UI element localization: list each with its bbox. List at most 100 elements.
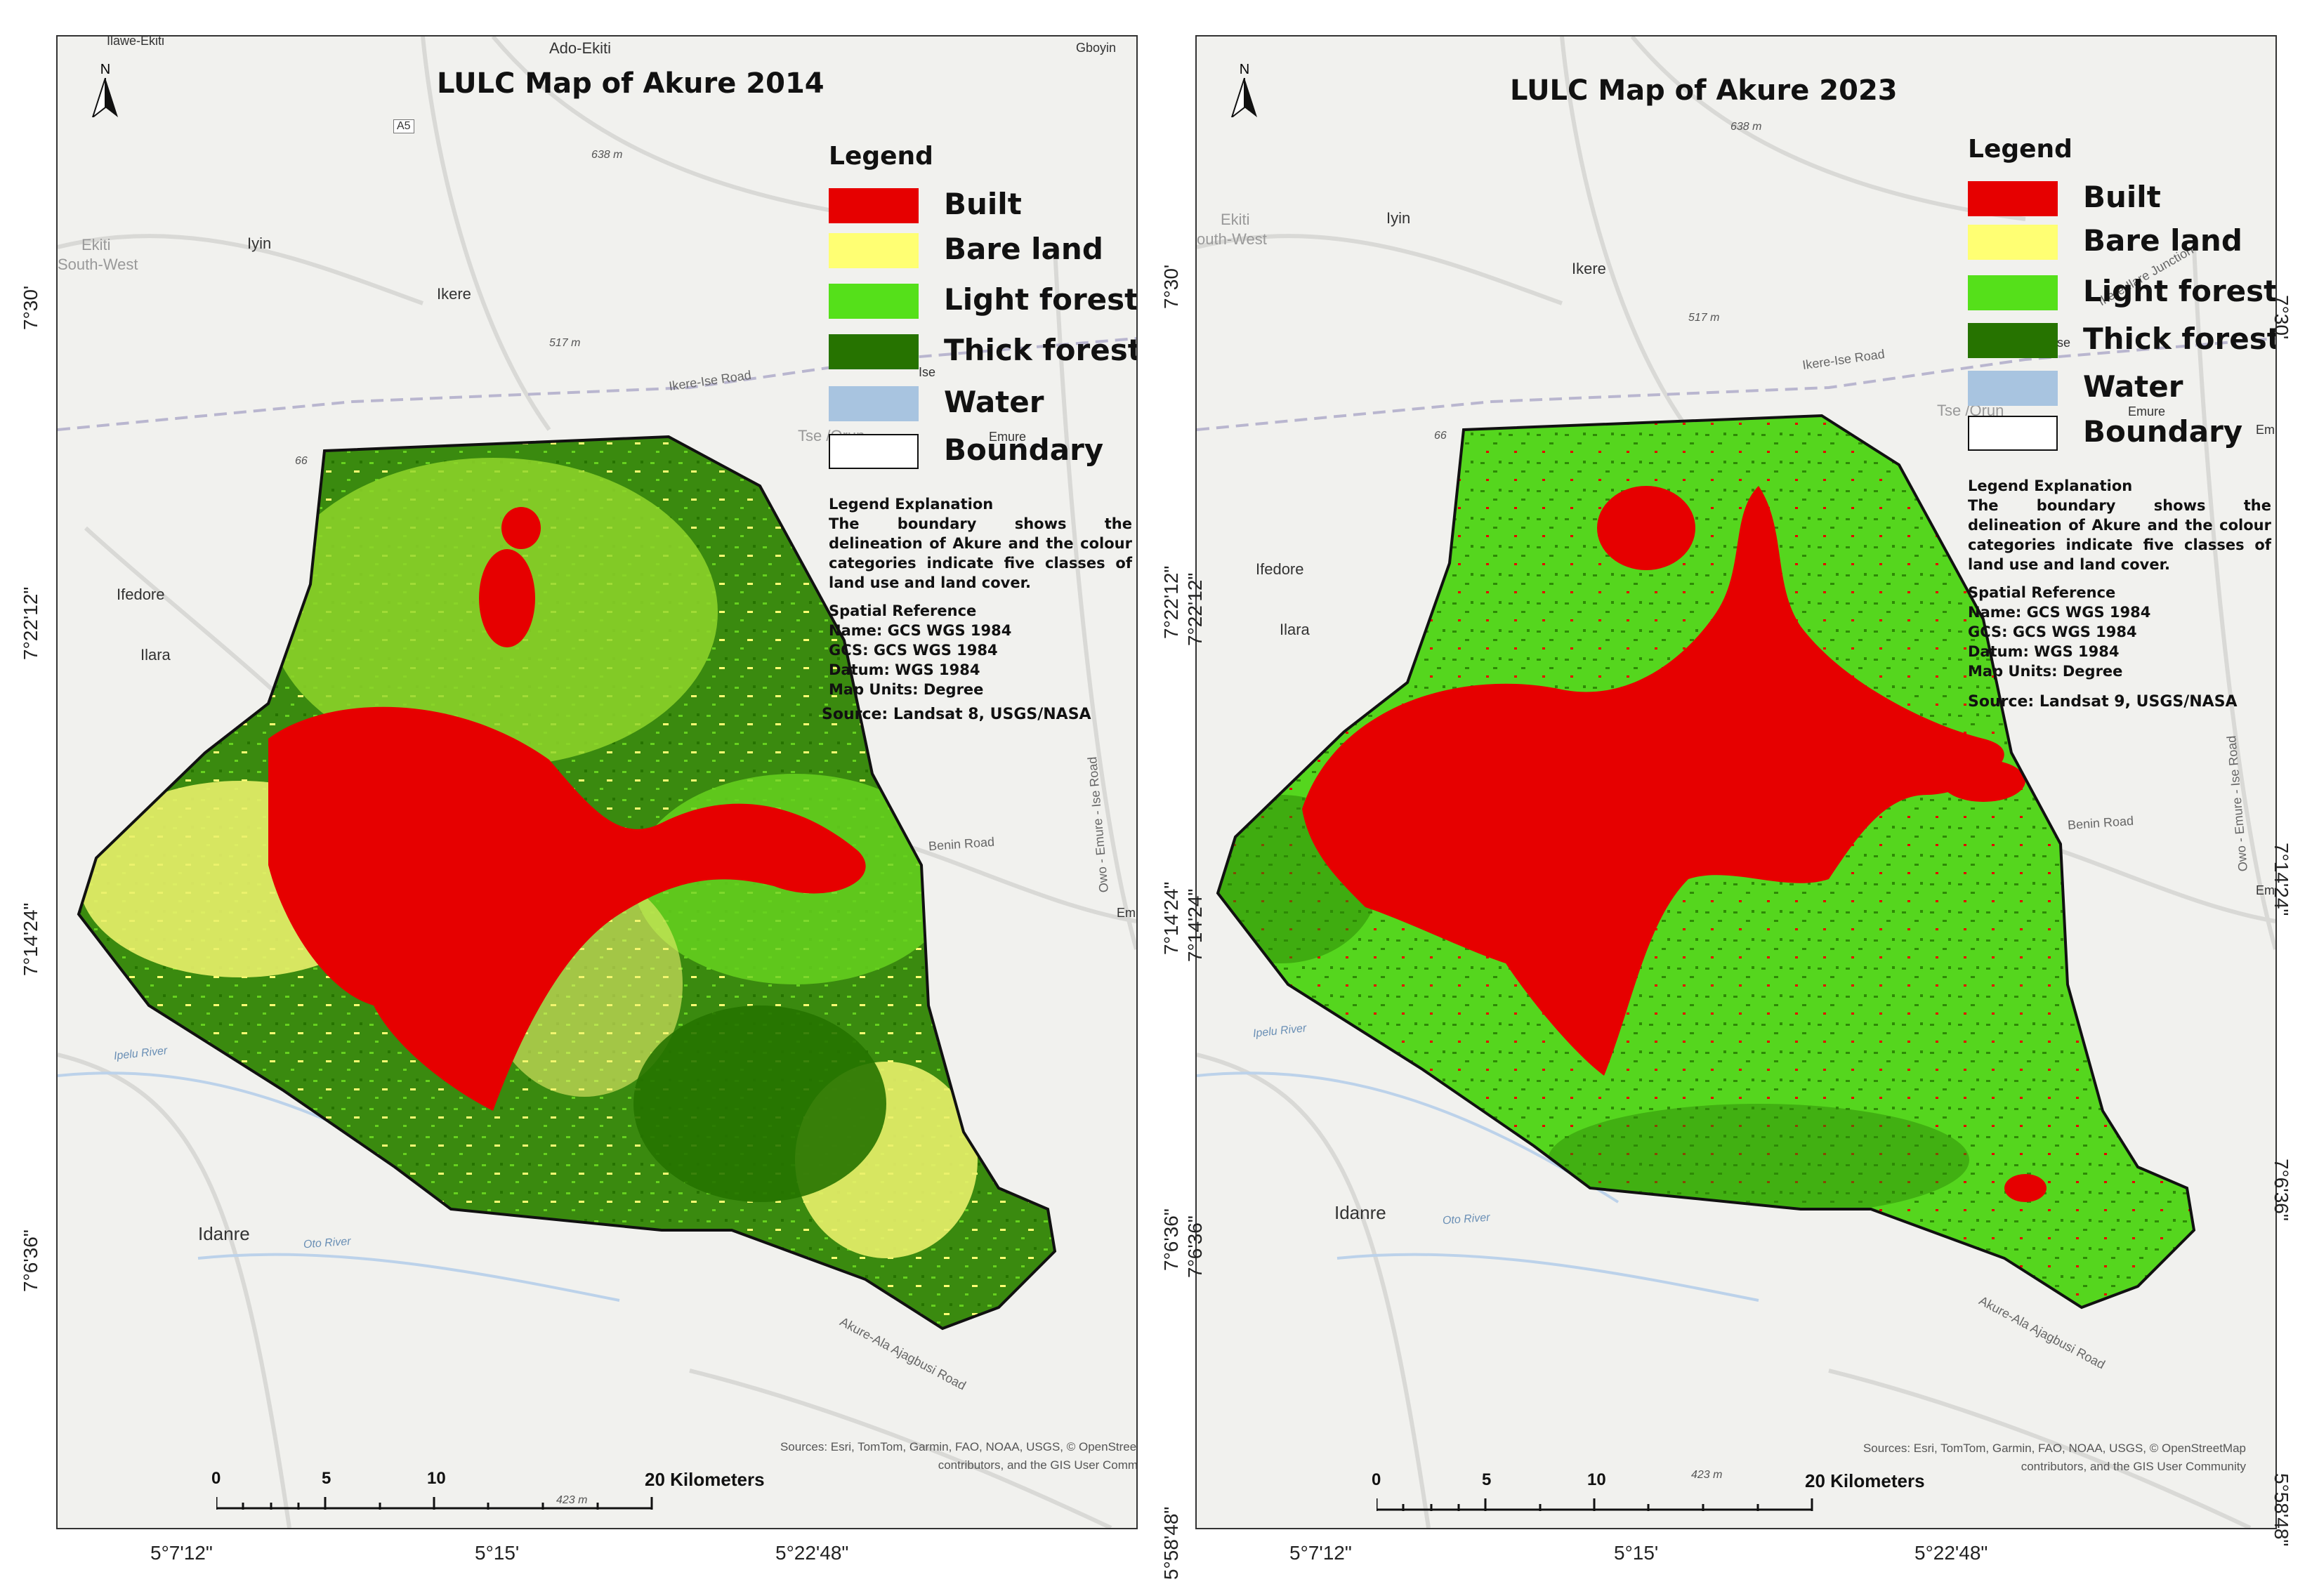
scale-tick: 10 (427, 1469, 446, 1488)
lat-label: 7°22'12" (1160, 565, 1182, 639)
legend-explanation: Legend Explanation The boundary shows th… (1968, 476, 2271, 712)
lat-label: 5°58'48" (1160, 1506, 1182, 1580)
data-source: Source: Landsat 9, USGS/NASA (1968, 693, 2238, 711)
scale-unit: 20 Kilometers (645, 1469, 765, 1490)
scale-bar: 0 5 10 20 Kilometers (1372, 1470, 2009, 1526)
legend-label: Light forest (2083, 274, 2277, 308)
place-ise: Ise (919, 365, 936, 379)
elev-517: 517 m (549, 337, 581, 349)
place-em: Em (2256, 883, 2275, 897)
legend-label: Bare land (2083, 223, 2242, 258)
place-emure: Emure (2128, 404, 2166, 418)
lon-label: 5°15' (475, 1542, 520, 1564)
legend-swatch (829, 233, 919, 268)
elev-638: 638 m (591, 149, 623, 161)
place-ilawe: Ilawe-Ekiti (107, 35, 165, 48)
lat-label: 7°22'12" (20, 586, 41, 660)
spatial-reference-datum: Datum: WGS 1984 (1968, 643, 2120, 660)
elev-638: 638 m (1730, 121, 1762, 133)
place-ifedore: Ifedore (1256, 560, 1304, 578)
lat-label: 7°22'12" (1184, 572, 1206, 646)
map-panel-2023: LULC Map of Akure 2023 N 638 m Ekiti out… (1195, 35, 2277, 1529)
lon-label: 5°22'48" (1914, 1542, 1988, 1564)
lat-label: 5°58'48" (2271, 1473, 2292, 1547)
spatial-reference-datum: Datum: WGS 1984 (829, 661, 980, 678)
legend-swatch (829, 284, 919, 319)
north-arrow-icon: N (91, 62, 119, 121)
place-ilara: Ilara (1280, 621, 1310, 638)
place-ilara: Ilara (140, 646, 171, 664)
spatial-reference-title: Spatial Reference (829, 602, 977, 619)
legend-swatch (1968, 225, 2058, 260)
legend-swatch (829, 434, 919, 469)
lon-label: 5°22'48" (775, 1542, 849, 1564)
map-sources: Sources: Esri, TomTom, Garmin, FAO, NOAA… (1667, 1439, 2246, 1476)
basemap-2023 (1197, 37, 2275, 1528)
place-ekiti: Ekiti (81, 236, 111, 253)
place-ekiti: Ekiti (1221, 211, 1250, 228)
scale-bar: 0 5 10 20 Kilometers (211, 1469, 848, 1525)
legend-swatch (1968, 181, 2058, 216)
lat-label: 7°14'24" (1184, 888, 1206, 962)
legend-label: Water (2083, 369, 2183, 404)
sources-line-1: Sources: Esri, TomTom, Garmin, FAO, NOAA… (780, 1440, 1138, 1453)
place-ikere: Ikere (437, 285, 471, 303)
lon-label: 5°7'12" (150, 1542, 213, 1564)
lat-label: 7°6'36" (2271, 1159, 2292, 1221)
place-idanre: Idanre (198, 1223, 250, 1244)
elev-66: 66 (1434, 430, 1447, 442)
legend-swatch (1968, 323, 2058, 358)
scale-tick: 0 (211, 1469, 221, 1488)
place-iyin: Iyin (1386, 209, 1411, 227)
scale-tick: 0 (1372, 1470, 1381, 1489)
legend-swatch (1968, 275, 2058, 310)
place-ise: Ise (2054, 336, 2071, 350)
legend-label: Thick forest (944, 333, 1138, 367)
legend-swatch (1968, 416, 2058, 451)
place-southwest: outh-West (1197, 230, 1267, 248)
lon-label: 5°15' (1614, 1542, 1659, 1564)
place-emure: Emure (989, 430, 1027, 444)
elev-423: 423 m (556, 1494, 588, 1506)
map-panel-2014: LULC Map of Akure 2014 N Ilawe-Ekiti Ado… (56, 35, 1138, 1529)
legend-swatch (829, 386, 919, 421)
sources-line-2: contributors, and the GIS User Community (938, 1458, 1138, 1472)
place-gboyin: Gboyin (1076, 41, 1117, 55)
scale-tick: 5 (322, 1469, 331, 1488)
scale-tick: 5 (1482, 1470, 1492, 1489)
lat-label: 7°30' (1160, 264, 1182, 309)
elev-423: 423 m (1691, 1469, 1723, 1481)
elev-66: 66 (295, 455, 308, 467)
explanation-text: The boundary shows the delineation of Ak… (1968, 497, 2271, 573)
sources-line-2: contributors, and the GIS User Community (2021, 1460, 2246, 1473)
explanation-title: Legend Explanation (1968, 477, 2133, 494)
legend-label: Built (2083, 180, 2161, 214)
scale-ruler (216, 1497, 653, 1510)
legend-swatch (829, 188, 919, 223)
spatial-reference-name: Name: GCS WGS 1984 (1968, 604, 2151, 621)
lat-label: 7°14'24" (20, 902, 41, 976)
lat-label: 7°14'24" (2271, 843, 2292, 916)
legend-label: Water (944, 385, 1044, 419)
lat-label: 7°6'36" (1184, 1215, 1206, 1278)
scale-ruler (1377, 1498, 1813, 1511)
place-a5: A5 (393, 119, 414, 133)
legend-label: Bare land (944, 232, 1103, 266)
elev-517: 517 m (1688, 312, 1720, 324)
place-ado: Ado-Ekiti (549, 39, 612, 57)
legend-label: Built (944, 187, 1022, 221)
legend-label: Boundary (944, 433, 1104, 467)
scale-tick: 10 (1587, 1470, 1606, 1489)
place-iyin: Iyin (247, 235, 272, 252)
place-em: Em (1117, 906, 1136, 920)
place-idanre: Idanre (1334, 1202, 1386, 1223)
lon-label: 5°7'12" (1289, 1542, 1352, 1564)
map-sources: Sources: Esri, TomTom, Garmin, FAO, NOAA… (591, 1438, 1138, 1475)
lat-label: 7°30' (20, 285, 41, 330)
map-title: LULC Map of Akure 2023 (1510, 74, 1898, 107)
legend-label: Thick forest (2083, 322, 2277, 356)
place-ifedore: Ifedore (117, 586, 165, 603)
legend-swatch (829, 334, 919, 369)
basemap-2014 (58, 37, 1136, 1528)
place-ikere: Ikere (1572, 260, 1606, 277)
